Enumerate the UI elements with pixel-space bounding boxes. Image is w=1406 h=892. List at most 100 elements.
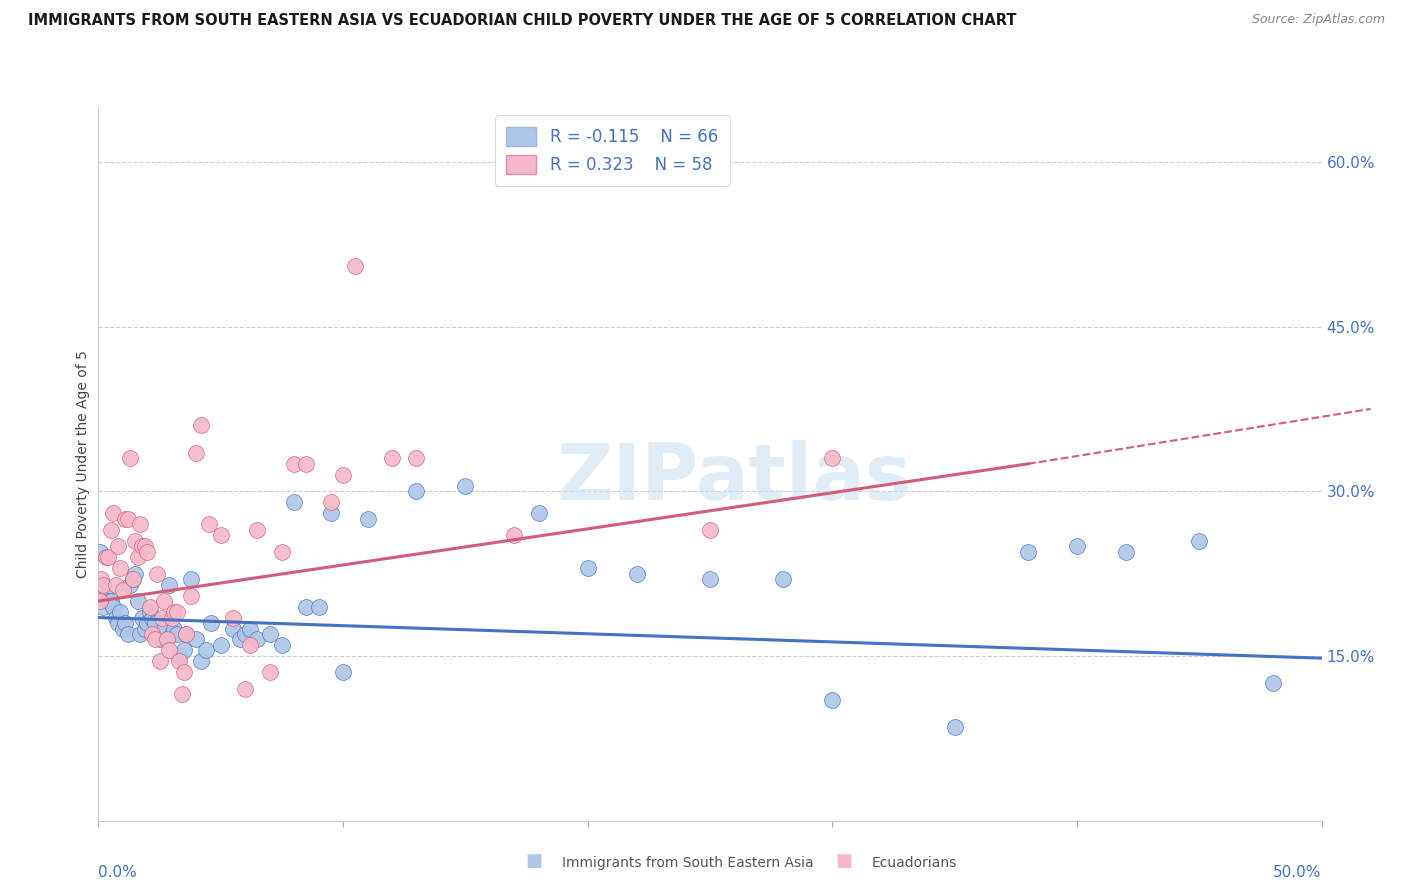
Point [1115,544,1137,558]
Point [180,589,202,603]
Point [190,418,212,433]
Point [110,605,132,619]
Point [101,506,124,520]
Point [139,599,162,614]
Text: 0.0%: 0.0% [98,864,138,880]
Point [167,655,190,669]
Text: Source: ZipAtlas.com: Source: ZipAtlas.com [1251,13,1385,27]
Point [146,566,169,581]
Point [121,572,143,586]
Point [405,451,427,466]
Point [153,594,176,608]
Point [127,594,149,608]
Point [170,687,193,701]
Point [167,648,190,663]
Point [319,506,342,520]
Point [124,533,146,548]
Point [209,638,232,652]
Point [94,589,117,603]
Point [157,643,180,657]
Point [1261,676,1284,690]
Point [356,512,378,526]
Point [821,693,844,707]
Point [163,605,186,619]
Point [131,610,153,624]
Point [139,605,162,619]
Point [259,665,281,680]
Point [120,451,142,466]
Point [111,583,134,598]
Point [527,506,550,520]
Point [821,451,844,466]
Point [239,638,262,652]
Point [772,572,794,586]
Point [344,259,367,273]
Legend: R = -0.115    N = 66, R = 0.323    N = 58: R = -0.115 N = 66, R = 0.323 N = 58 [495,115,730,186]
Point [222,610,245,624]
Point [120,577,142,591]
Text: Ecuadorians: Ecuadorians [872,855,957,870]
Point [943,720,966,734]
Point [157,577,180,591]
Point [233,627,256,641]
Point [89,544,111,558]
Point [143,615,166,630]
Point [107,539,129,553]
Point [129,517,152,532]
Text: ■: ■ [526,852,543,870]
Point [381,451,404,466]
Point [110,561,132,575]
Point [117,627,139,641]
Point [176,627,198,641]
Point [239,622,262,636]
Point [332,665,354,680]
Point [229,632,252,647]
Point [160,610,183,624]
Point [114,615,136,630]
Point [94,550,117,565]
Point [91,599,114,614]
Point [90,572,112,586]
Point [141,627,163,641]
Point [163,622,186,636]
Point [153,622,176,636]
Point [160,627,183,641]
Point [101,599,124,614]
Point [454,479,477,493]
Point [136,615,159,630]
Point [173,643,195,657]
Point [136,544,159,558]
Point [308,599,330,614]
Point [283,457,305,471]
Point [332,467,354,482]
Point [270,544,294,558]
Point [180,572,202,586]
Point [114,512,136,526]
Point [186,632,208,647]
Point [197,517,219,532]
Point [166,627,188,641]
Point [100,594,122,608]
Point [176,627,198,641]
Point [576,561,599,575]
Text: Immigrants from South Eastern Asia: Immigrants from South Eastern Asia [562,855,814,870]
Point [295,457,318,471]
Y-axis label: Child Poverty Under the Age of 5: Child Poverty Under the Age of 5 [76,350,90,578]
Point [121,572,143,586]
Point [117,512,139,526]
Point [319,495,342,509]
Point [246,632,269,647]
Point [270,638,294,652]
Point [186,446,208,460]
Point [195,643,218,657]
Point [173,665,195,680]
Point [1017,544,1039,558]
Point [222,622,245,636]
Point [149,632,172,647]
Point [259,627,281,641]
Point [156,632,179,647]
Point [283,495,305,509]
Point [1066,539,1088,553]
Point [104,577,127,591]
Point [150,627,173,641]
